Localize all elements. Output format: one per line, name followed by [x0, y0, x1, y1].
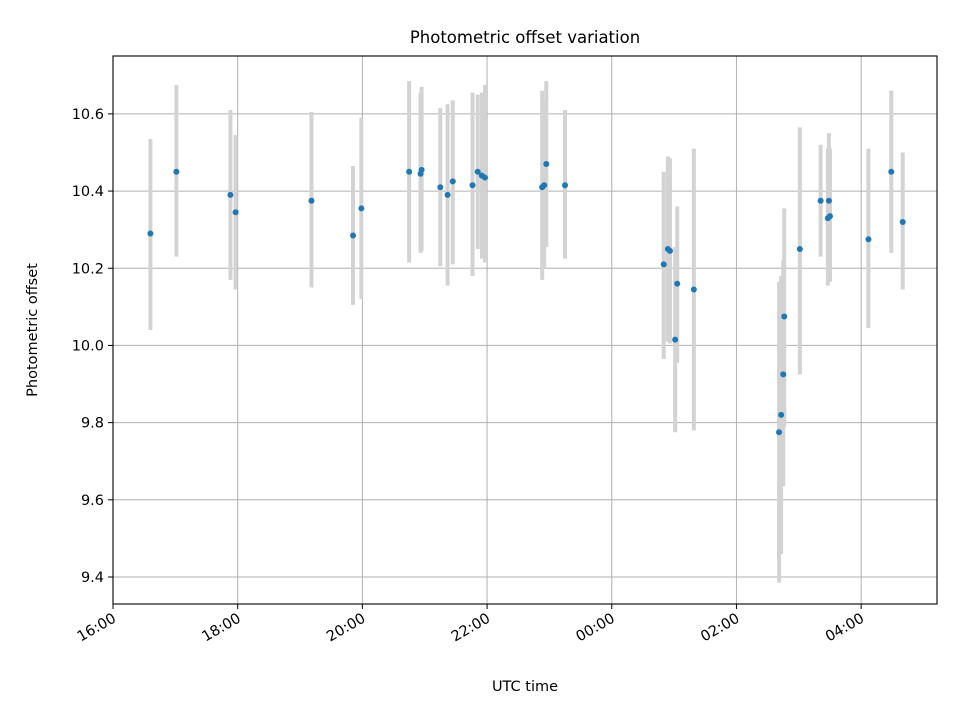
plot-frame: [112, 55, 938, 605]
data-point: [227, 191, 234, 198]
y-tick-label: 9.4: [81, 570, 104, 586]
y-tick-label: 10.6: [72, 107, 104, 123]
data-point: [817, 197, 824, 204]
x-axis-label: UTC time: [492, 679, 558, 695]
data-point: [474, 168, 481, 175]
data-point: [358, 205, 365, 212]
data-point: [660, 261, 667, 268]
data-point: [469, 182, 476, 189]
y-axis-label: Photometric offset: [25, 263, 41, 397]
data-point: [481, 174, 488, 181]
data-point: [308, 197, 315, 204]
data-point: [444, 191, 451, 198]
data-point: [672, 336, 679, 343]
data-point: [666, 247, 673, 254]
data-point: [406, 168, 413, 175]
y-axis-ticks: 9.4 9.6 9.8 10.0 10.2 10.4 10.6: [72, 107, 113, 586]
data-point: [888, 168, 895, 175]
data-point: [562, 182, 569, 189]
data-point: [674, 280, 681, 287]
data-point: [865, 236, 872, 243]
data-point: [826, 213, 833, 220]
y-tick-label: 10.0: [72, 338, 104, 354]
data-point: [825, 197, 832, 204]
data-point: [541, 182, 548, 189]
data-point: [778, 411, 785, 418]
data-points: [147, 161, 906, 436]
data-point: [232, 209, 239, 216]
data-point: [780, 371, 787, 378]
data-point: [173, 168, 180, 175]
y-tick-label: 9.6: [81, 493, 104, 509]
data-point: [350, 232, 357, 239]
data-point: [449, 178, 456, 185]
data-point: [796, 245, 803, 252]
chart-title: Photometric offset variation: [410, 28, 640, 47]
data-point: [437, 184, 444, 191]
y-tick-label: 10.2: [72, 261, 104, 277]
y-tick-label: 9.8: [81, 416, 104, 432]
data-point: [776, 429, 783, 436]
data-point: [543, 161, 550, 168]
data-point: [899, 218, 906, 225]
y-tick-label: 10.4: [72, 184, 104, 200]
data-point: [781, 313, 788, 320]
data-point: [418, 166, 425, 173]
data-point: [690, 286, 697, 293]
data-point: [147, 230, 154, 237]
